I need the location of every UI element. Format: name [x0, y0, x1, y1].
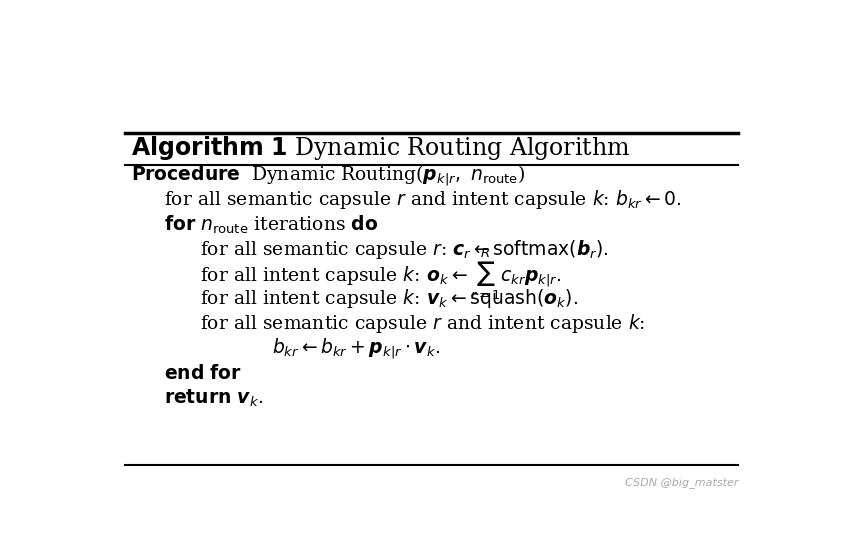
Text: $\mathbf{return}$ $\boldsymbol{v}_k.$: $\mathbf{return}$ $\boldsymbol{v}_k.$ — [164, 387, 264, 409]
Text: CSDN @big_matster: CSDN @big_matster — [625, 477, 738, 488]
Text: $\mathbf{Algorithm\ 1}$ Dynamic Routing Algorithm: $\mathbf{Algorithm\ 1}$ Dynamic Routing … — [131, 135, 631, 162]
Text: $b_{kr} \leftarrow b_{kr} + \boldsymbol{p}_{k|r} \cdot \boldsymbol{v}_k.$: $b_{kr} \leftarrow b_{kr} + \boldsymbol{… — [272, 336, 440, 360]
Text: $\mathbf{Procedure}$  Dynamic Routing($\boldsymbol{p}_{k|r},\ n_{\mathrm{route}}: $\mathbf{Procedure}$ Dynamic Routing($\b… — [131, 163, 525, 187]
Text: for all semantic capsule $r$ and intent capsule $k$:: for all semantic capsule $r$ and intent … — [200, 312, 645, 335]
Text: for all semantic capsule $r$ and intent capsule $k$: $b_{kr} \leftarrow 0.$: for all semantic capsule $r$ and intent … — [164, 188, 681, 212]
Text: for all semantic capsule $r$: $\boldsymbol{c}_r \leftarrow \mathrm{softmax}(\bol: for all semantic capsule $r$: $\boldsymb… — [200, 238, 609, 261]
Text: $\mathbf{end\ for}$: $\mathbf{end\ for}$ — [164, 363, 242, 383]
Text: for all intent capsule $k$: $\boldsymbol{v}_k \leftarrow \mathrm{squash}(\boldsy: for all intent capsule $k$: $\boldsymbol… — [200, 288, 578, 310]
Text: $\mathbf{for}$ $n_{\mathrm{route}}$ iterations $\mathbf{do}$: $\mathbf{for}$ $n_{\mathrm{route}}$ iter… — [164, 214, 378, 236]
Text: for all intent capsule $k$: $\boldsymbol{o}_k \leftarrow \sum_{r=1}^{R} c_{kr}\b: for all intent capsule $k$: $\boldsymbol… — [200, 247, 562, 302]
